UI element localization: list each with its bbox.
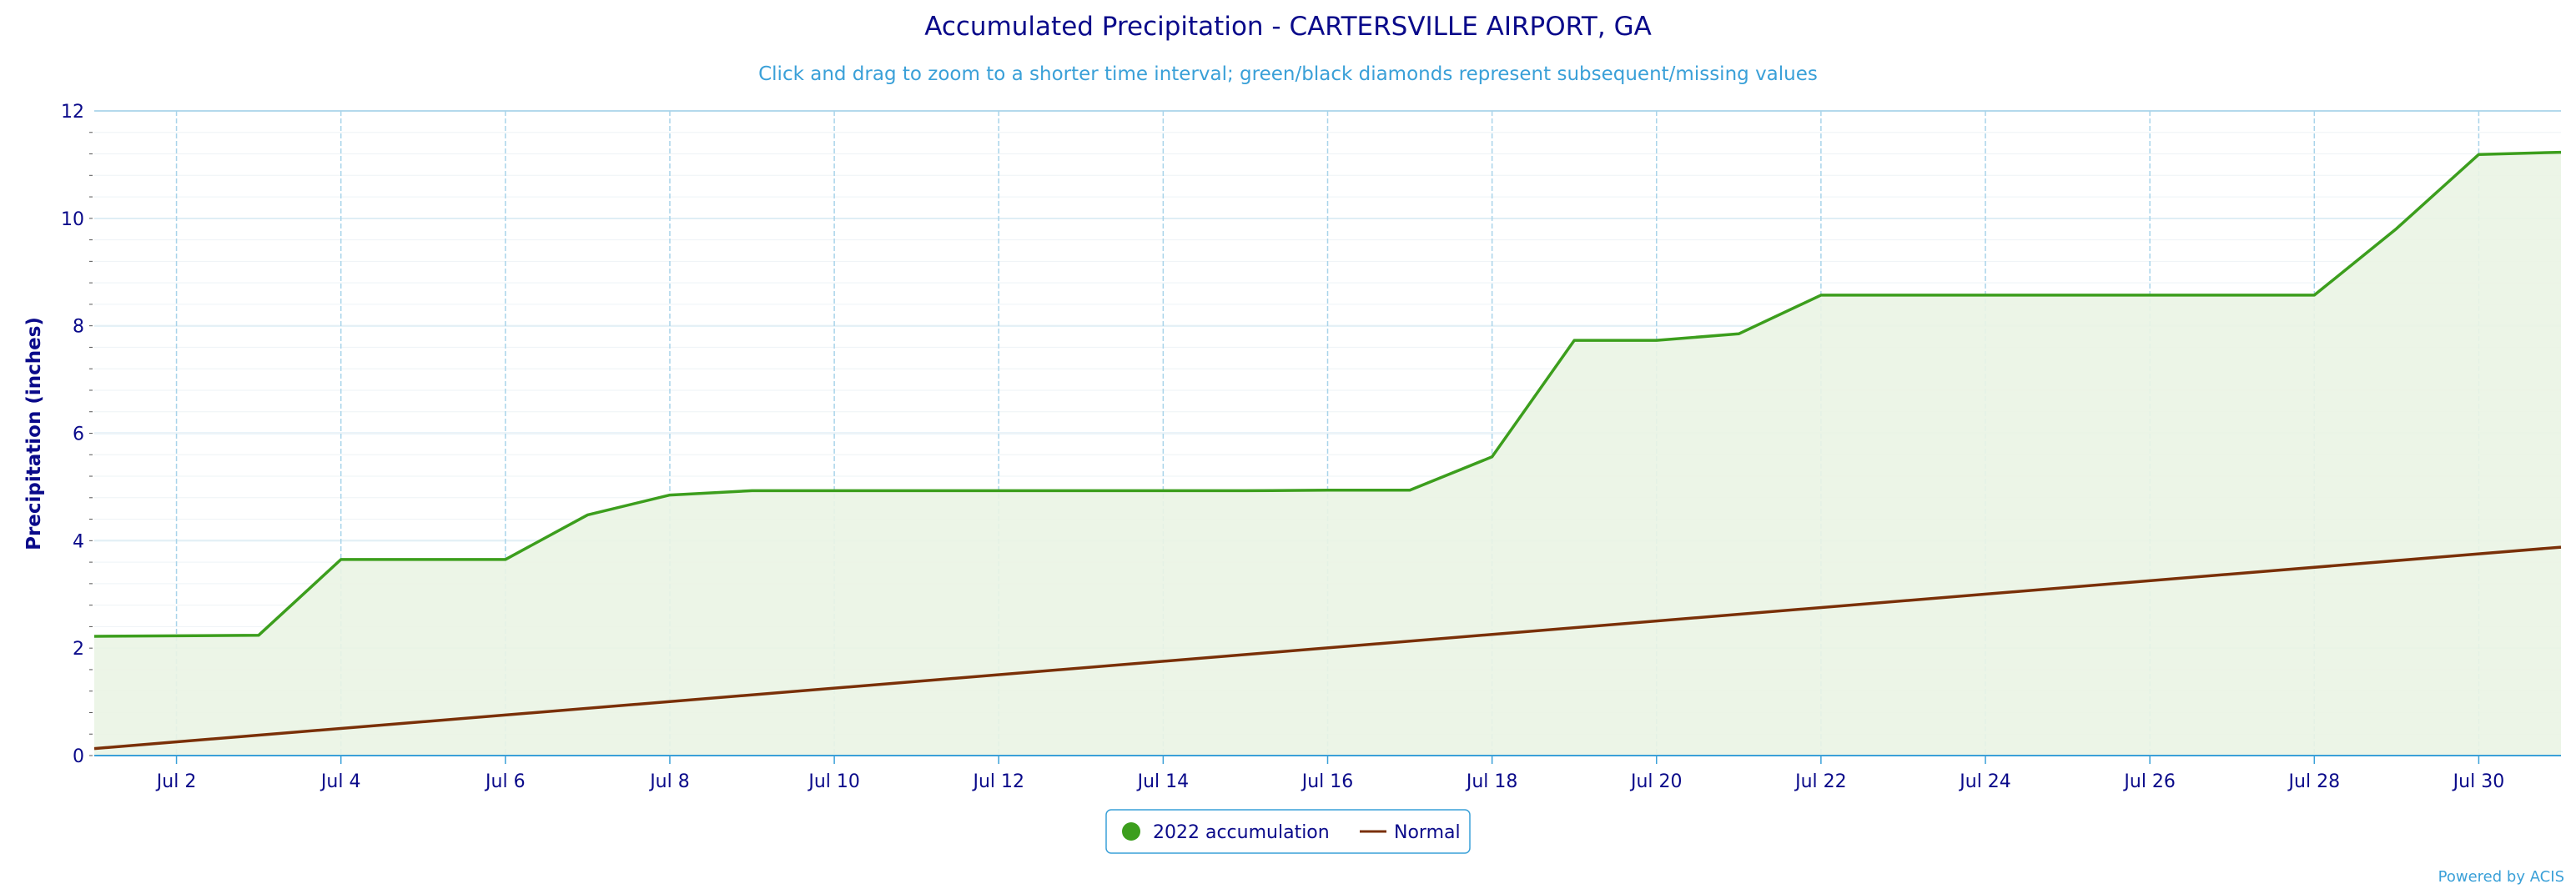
accumulation-area xyxy=(94,152,2561,756)
credit-link[interactable]: Powered by ACIS xyxy=(2438,868,2564,886)
x-tick-label: Jul 6 xyxy=(484,771,526,792)
x-tick-label: Jul 28 xyxy=(2287,771,2341,792)
x-tick-label: Jul 16 xyxy=(1301,771,1354,792)
axis-layer: 0 2 4 6 8 10 12 Jul 2 Jul 4 Jul 6 Jul 8 Jul 10 Jul 1… xyxy=(61,102,2561,792)
legend-label-accumulation[interactable]: 2022 accumulation xyxy=(1153,822,1330,843)
y-axis-title: Precipitation (inches) xyxy=(23,317,45,550)
x-tick-label: Jul 22 xyxy=(1794,771,1847,792)
series-line-normal[interactable] xyxy=(93,545,2562,751)
y-tick-label: 0 xyxy=(73,746,84,767)
legend-box xyxy=(1105,809,1471,854)
x-tick-label: Jul 18 xyxy=(1465,771,1518,792)
series-line-accumulation[interactable] xyxy=(93,150,2562,638)
y-tick-label: 12 xyxy=(61,102,84,123)
chart-subtitle: Click and drag to zoom to a shorter time… xyxy=(758,63,1818,85)
legend-swatch-accumulation xyxy=(1122,822,1140,841)
x-tick-label: Jul 4 xyxy=(319,771,361,792)
y-tick-label: 8 xyxy=(73,317,84,338)
legend-label-normal[interactable]: Normal xyxy=(1394,822,1461,843)
x-tick-label: Jul 24 xyxy=(1958,771,2011,792)
y-tick-label: 10 xyxy=(61,209,84,230)
y-tick-label: 2 xyxy=(73,639,84,660)
legend[interactable]: 2022 accumulation Normal xyxy=(1105,809,1471,854)
series-layer xyxy=(93,150,2562,756)
x-tick-label: Jul 10 xyxy=(807,771,860,792)
x-tick-label: Jul 30 xyxy=(2452,771,2505,792)
x-tick-label: Jul 26 xyxy=(2122,771,2176,792)
y-tick-label: 4 xyxy=(73,531,84,552)
x-tick-label: Jul 20 xyxy=(1629,771,1683,792)
x-tick-label: Jul 14 xyxy=(1136,771,1190,792)
chart-title: Accumulated Precipitation - CARTERSVILLE… xyxy=(924,12,1652,42)
x-tick-label: Jul 2 xyxy=(155,771,197,792)
x-tick-label: Jul 8 xyxy=(648,771,690,792)
minor-ticks xyxy=(89,132,93,756)
y-tick-label: 6 xyxy=(73,424,84,445)
x-tick-label: Jul 12 xyxy=(971,771,1024,792)
